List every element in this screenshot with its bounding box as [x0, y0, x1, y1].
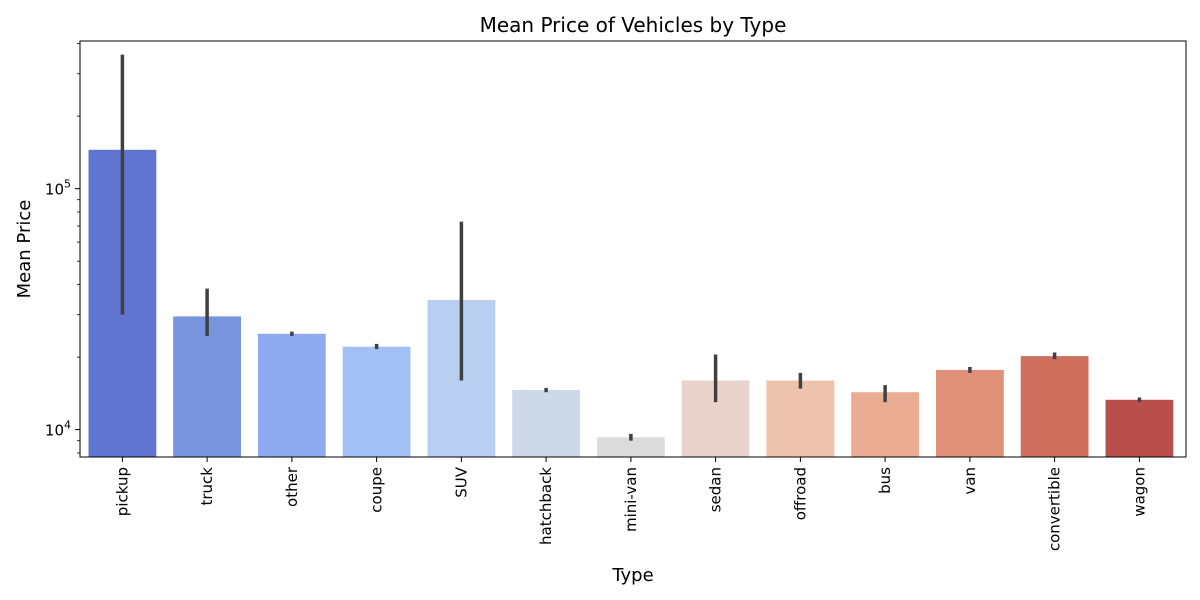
bar-hatchback: [512, 390, 580, 457]
x-tick-label-mini-van: mini-van: [622, 467, 640, 532]
plot-area-frame: [79, 40, 1187, 458]
x-tick-label-other: other: [283, 466, 301, 507]
x-tick-label-offroad: offroad: [791, 467, 809, 520]
x-tick-label-hatchback: hatchback: [537, 467, 555, 545]
x-tick-label-pickup: pickup: [113, 467, 131, 516]
x-tick-label-truck: truck: [198, 467, 216, 506]
error-bars-group: [120, 54, 1142, 441]
x-axis-ticks: pickup truck other coupe SUV hatchback mini-va…: [113, 457, 1148, 551]
bar-truck: [173, 316, 241, 457]
y-tick-label: 105: [45, 178, 71, 199]
x-tick-label-bus: bus: [876, 467, 894, 494]
bar-wagon: [1105, 399, 1174, 457]
bar-mini-van: [597, 437, 665, 457]
y-tick-label: 104: [45, 419, 71, 440]
x-tick-label-coupe: coupe: [368, 467, 386, 513]
bar-bus: [851, 392, 919, 457]
x-tick-label-wagon: wagon: [1130, 467, 1148, 517]
y-axis-label: Mean Price: [14, 200, 35, 299]
x-tick-label-convertible: convertible: [1046, 467, 1064, 551]
x-axis-label: Type: [611, 565, 653, 586]
x-tick-label-sedan: sedan: [707, 467, 725, 512]
y-axis-ticks: 104 105: [45, 43, 80, 454]
bar-offroad: [766, 380, 835, 457]
chart-title: Mean Price of Vehicles by Type: [480, 13, 787, 37]
bars-group: [88, 149, 1174, 458]
bar-convertible: [1020, 356, 1089, 457]
bar-other: [258, 333, 326, 457]
x-tick-label-suv: SUV: [452, 466, 470, 498]
bar-van: [936, 369, 1004, 457]
bar-coupe: [342, 346, 411, 457]
x-tick-label-van: van: [961, 467, 979, 495]
